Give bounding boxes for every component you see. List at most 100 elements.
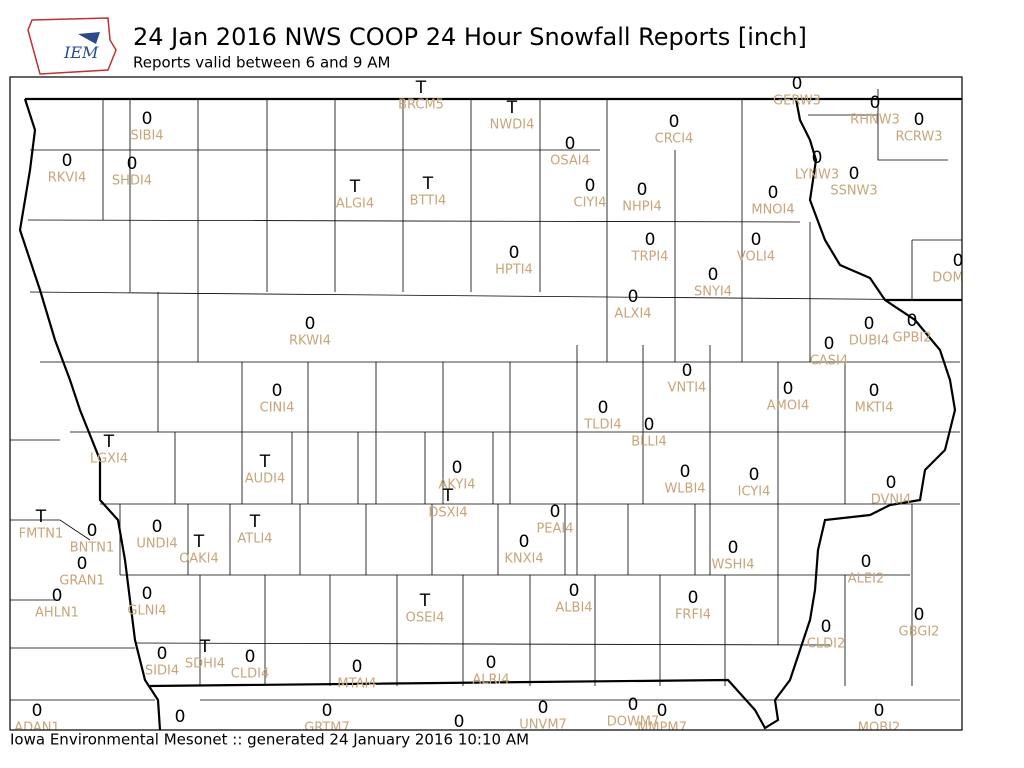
station-label: DSXI4	[428, 506, 467, 521]
station-label: WLBI4	[664, 482, 705, 497]
station-label: MKTI4	[855, 401, 894, 416]
station-label: DVNI4	[871, 493, 912, 508]
station-value: 0	[874, 701, 885, 721]
station-label: MMPM7	[637, 721, 687, 736]
station-value: 0	[728, 538, 739, 558]
station-label: ALRI4	[472, 673, 509, 688]
station-label: RHNW3	[850, 113, 900, 128]
station-label: SSNW3	[830, 184, 877, 199]
station-label: ALXI4	[614, 307, 651, 322]
station-label: ALGI4	[336, 197, 374, 212]
station-label: SIBI4	[130, 129, 163, 144]
station-value: 0	[869, 381, 880, 401]
station-value: T	[199, 637, 211, 657]
station-label: CLDI2	[807, 637, 845, 652]
station-value: T	[349, 177, 361, 197]
station-value: 0	[907, 311, 918, 331]
station-label: RKWI4	[289, 334, 331, 349]
station-value: 0	[914, 605, 925, 625]
station-label: CLDI4	[231, 667, 269, 682]
station-value: 0	[175, 707, 186, 727]
station-value: 0	[861, 552, 872, 572]
station-value: T	[249, 512, 261, 532]
station-label: GRAN1	[59, 574, 104, 589]
station-label: GBGI2	[899, 625, 940, 640]
station-label: UNVM7	[519, 718, 567, 733]
station-label: NWDI4	[490, 118, 535, 133]
station-value: T	[35, 507, 47, 527]
station-value: 0	[886, 473, 897, 493]
station-value: 0	[142, 109, 153, 129]
station-value: 0	[688, 588, 699, 608]
station-label: ICYI4	[738, 485, 771, 500]
station-label: LYNW3	[795, 168, 839, 183]
station-value: T	[415, 78, 427, 98]
station-value: 0	[864, 314, 875, 334]
station-value: 0	[637, 180, 648, 200]
station-label: OAKI4	[179, 552, 219, 567]
title: 24 Jan 2016 NWS COOP 24 Hour Snowfall Re…	[133, 23, 807, 51]
station-value: 0	[486, 653, 497, 673]
station-value: 0	[598, 398, 609, 418]
station-value: 0	[783, 379, 794, 399]
station-label: FMTN1	[19, 527, 64, 542]
station-label: CASI4	[810, 354, 848, 369]
station-label: CRCI4	[655, 132, 694, 147]
station-value: 0	[87, 521, 98, 541]
station-label: SHDI4	[112, 174, 152, 189]
station-label: ADAN1	[14, 721, 60, 736]
station-label: MOBI2	[858, 721, 900, 736]
county-lines	[10, 89, 962, 701]
station-value: 0	[812, 148, 823, 168]
subtitle: Reports valid between 6 and 9 AM	[133, 54, 390, 72]
station-value: 0	[682, 361, 693, 381]
station-value: 0	[708, 265, 719, 285]
station-label: ALBI4	[555, 601, 592, 616]
station-value: 0	[32, 701, 43, 721]
station-label: HPTI4	[495, 263, 533, 278]
station-label: WSHI4	[712, 558, 755, 573]
station-label: DOWM7	[607, 715, 660, 730]
station-value: 0	[657, 701, 668, 721]
station-value: 0	[454, 712, 465, 732]
station-label: MNOI4	[751, 203, 794, 218]
station-label: BLLI4	[631, 435, 667, 450]
station-label: GRTM7	[304, 721, 350, 736]
station-label: BNTN1	[70, 541, 115, 556]
station-value: 0	[751, 230, 762, 250]
station-value: 0	[127, 154, 138, 174]
station-label: MTAI4	[337, 677, 376, 692]
station-value: 0	[628, 695, 639, 715]
station-value: T	[193, 532, 205, 552]
footer: Iowa Environmental Mesonet :: generated …	[10, 731, 529, 749]
station-label: KNXI4	[504, 552, 543, 567]
station-label: VNTI4	[668, 381, 707, 396]
station-label: GPBI2	[893, 331, 932, 346]
station-label: DOM	[932, 271, 963, 286]
station-value: T	[103, 432, 115, 452]
station-value: 0	[792, 74, 803, 94]
state-border	[18, 97, 962, 730]
station-value: 0	[644, 415, 655, 435]
station-label: TLDI4	[583, 418, 621, 433]
station-value: 0	[509, 243, 520, 263]
station-label: DUBI4	[849, 334, 890, 349]
station-value: 0	[305, 314, 316, 334]
station-value: 0	[519, 532, 530, 552]
station-label: PEAI4	[536, 522, 573, 537]
station-label: GERW3	[773, 94, 821, 109]
station-label: ATLI4	[237, 532, 272, 547]
station-value: 0	[824, 334, 835, 354]
station-value: T	[442, 486, 454, 506]
station-value: T	[422, 174, 434, 194]
station-value: 0	[565, 134, 576, 154]
station-label: NHPI4	[622, 200, 661, 215]
station-label: FRFI4	[675, 608, 711, 623]
station-value: 0	[585, 176, 596, 196]
station-label: AKYI4	[438, 478, 475, 493]
station-label: UNDI4	[136, 537, 177, 552]
station-label: VOLI4	[737, 250, 775, 265]
